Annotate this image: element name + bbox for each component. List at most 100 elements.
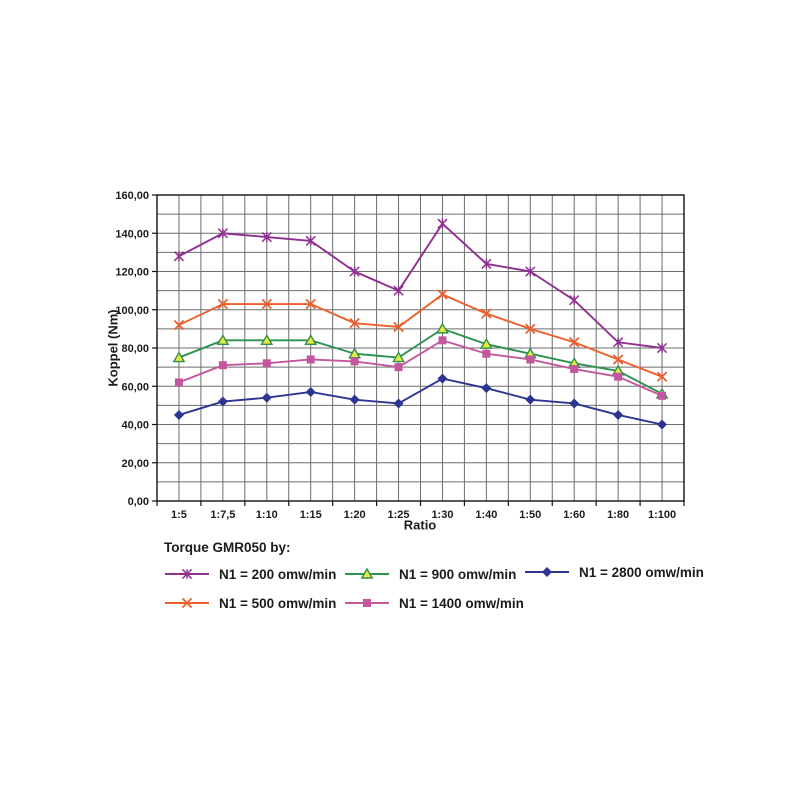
- square-marker-icon: [306, 355, 315, 364]
- diamond-marker-icon: [217, 396, 228, 407]
- asterisk-marker-icon: [349, 266, 360, 277]
- triangle-marker-icon: [172, 351, 186, 363]
- triangle-marker-icon: [360, 567, 374, 579]
- legend-label: N1 = 900 omw/min: [399, 566, 517, 582]
- triangle-marker-icon: [479, 337, 493, 349]
- x-marker-icon: [217, 298, 229, 310]
- asterisk-marker-icon: [305, 235, 316, 247]
- asterisk-marker-icon: [481, 258, 492, 269]
- y-tick-label: 160,00: [115, 190, 149, 202]
- asterisk-marker-icon: [525, 266, 536, 277]
- square-marker-icon: [262, 359, 271, 368]
- x-tick-label: 1:20: [344, 509, 366, 521]
- x-marker-icon: [349, 317, 360, 329]
- x-marker-icon: [568, 337, 580, 348]
- x-tick-label: 1:7,5: [210, 509, 235, 521]
- series-line-1: [178, 293, 663, 378]
- diamond-marker-icon: [349, 394, 360, 405]
- x-marker-icon: [525, 323, 536, 335]
- legend-label: N1 = 1400 omw/min: [399, 595, 524, 611]
- square-marker-icon: [174, 378, 183, 387]
- x-marker-icon: [612, 354, 624, 365]
- legend-item-n1-200: N1 = 200 omw/min: [165, 566, 336, 582]
- asterisk-marker-icon: [612, 337, 624, 348]
- diamond-marker-icon: [305, 386, 316, 397]
- x-marker-icon: [437, 289, 448, 300]
- legend-label: N1 = 500 omw/min: [219, 595, 337, 611]
- square-marker-icon: [350, 357, 359, 366]
- y-tick-label: 140,00: [115, 228, 149, 240]
- diamond-marker-icon: [437, 373, 448, 384]
- square-marker-icon: [363, 599, 371, 607]
- asterisk-marker-icon: [173, 251, 185, 262]
- y-tick-label: 120,00: [115, 267, 149, 279]
- y-tick-label: 0,00: [128, 496, 149, 508]
- asterisk-marker-icon: [569, 295, 580, 306]
- square-marker-icon: [394, 363, 403, 372]
- asterisk-marker-icon: [437, 218, 448, 229]
- x-marker-icon: [181, 597, 193, 609]
- asterisk-marker-icon: [393, 285, 404, 296]
- asterisk-marker-icon: [656, 342, 668, 354]
- diamond-marker-icon: [261, 392, 272, 403]
- legend-item-n1-2800: N1 = 2800 omw/min: [525, 564, 704, 580]
- legend-marker-n1-500-icon: [165, 597, 209, 609]
- x-tick-label: 1:100: [648, 509, 676, 521]
- square-marker-icon: [570, 365, 579, 374]
- diamond-marker-icon: [657, 419, 668, 430]
- x-tick-label: 1:80: [607, 509, 629, 521]
- legend-marker-n1-1400-icon: [345, 599, 389, 607]
- diamond-marker-icon: [613, 409, 624, 420]
- diamond-marker-icon: [393, 398, 404, 409]
- legend-marker-n1-200-icon: [165, 568, 209, 580]
- diamond-marker-icon: [173, 409, 184, 420]
- x-tick-label: 1:30: [431, 509, 453, 521]
- square-marker-icon: [614, 372, 623, 381]
- series-line-2: [178, 327, 663, 395]
- series-line-3: [178, 339, 663, 397]
- x-marker-icon: [173, 319, 185, 331]
- y-tick-label: 60,00: [121, 381, 149, 393]
- legend-item-n1-900: N1 = 900 omw/min: [345, 566, 516, 582]
- x-tick-label: 1:60: [563, 509, 585, 521]
- diamond-marker-icon: [525, 394, 536, 405]
- triangle-marker-icon: [436, 322, 449, 334]
- asterisk-marker-icon: [261, 231, 272, 243]
- diamond-marker-icon: [569, 398, 580, 409]
- x-marker-icon: [305, 298, 316, 310]
- legend-marker-n1-900-icon: [345, 567, 389, 579]
- triangle-marker-icon: [260, 333, 274, 346]
- asterisk-marker-icon: [181, 568, 193, 580]
- x-tick-label: 1:15: [300, 509, 322, 521]
- triangle-marker-icon: [216, 333, 230, 346]
- y-tick-label: 80,00: [121, 343, 149, 355]
- x-marker-icon: [261, 298, 273, 310]
- square-marker-icon: [526, 355, 535, 364]
- y-axis-title: Koppel (Nm): [105, 309, 121, 387]
- diamond-marker-icon: [542, 567, 552, 577]
- x-tick-label: 1:40: [475, 509, 497, 521]
- square-marker-icon: [482, 349, 491, 358]
- legend-item-n1-500: N1 = 500 omw/min: [165, 595, 336, 611]
- square-marker-icon: [218, 361, 227, 370]
- y-tick-label: 40,00: [121, 420, 149, 432]
- series-line-0: [178, 222, 663, 349]
- triangle-marker-icon: [304, 333, 318, 346]
- asterisk-marker-icon: [217, 228, 229, 239]
- x-tick-label: 1:5: [171, 509, 187, 521]
- legend-label: N1 = 200 omw/min: [219, 566, 337, 582]
- square-marker-icon: [438, 336, 447, 345]
- x-axis-title: Ratio: [403, 517, 437, 533]
- series-line-4: [178, 377, 663, 426]
- legend-label: N1 = 2800 omw/min: [579, 564, 704, 580]
- legend-item-n1-1400: N1 = 1400 omw/min: [345, 595, 524, 611]
- x-marker-icon: [393, 321, 404, 333]
- x-tick-label: 1:10: [256, 509, 278, 521]
- legend-title: Torque GMR050 by:: [164, 540, 291, 555]
- triangle-marker-icon: [392, 351, 405, 363]
- x-tick-label: 1:50: [519, 509, 541, 521]
- diamond-marker-icon: [481, 383, 492, 394]
- legend-marker-n1-2800-icon: [525, 567, 569, 577]
- x-marker-icon: [481, 308, 492, 319]
